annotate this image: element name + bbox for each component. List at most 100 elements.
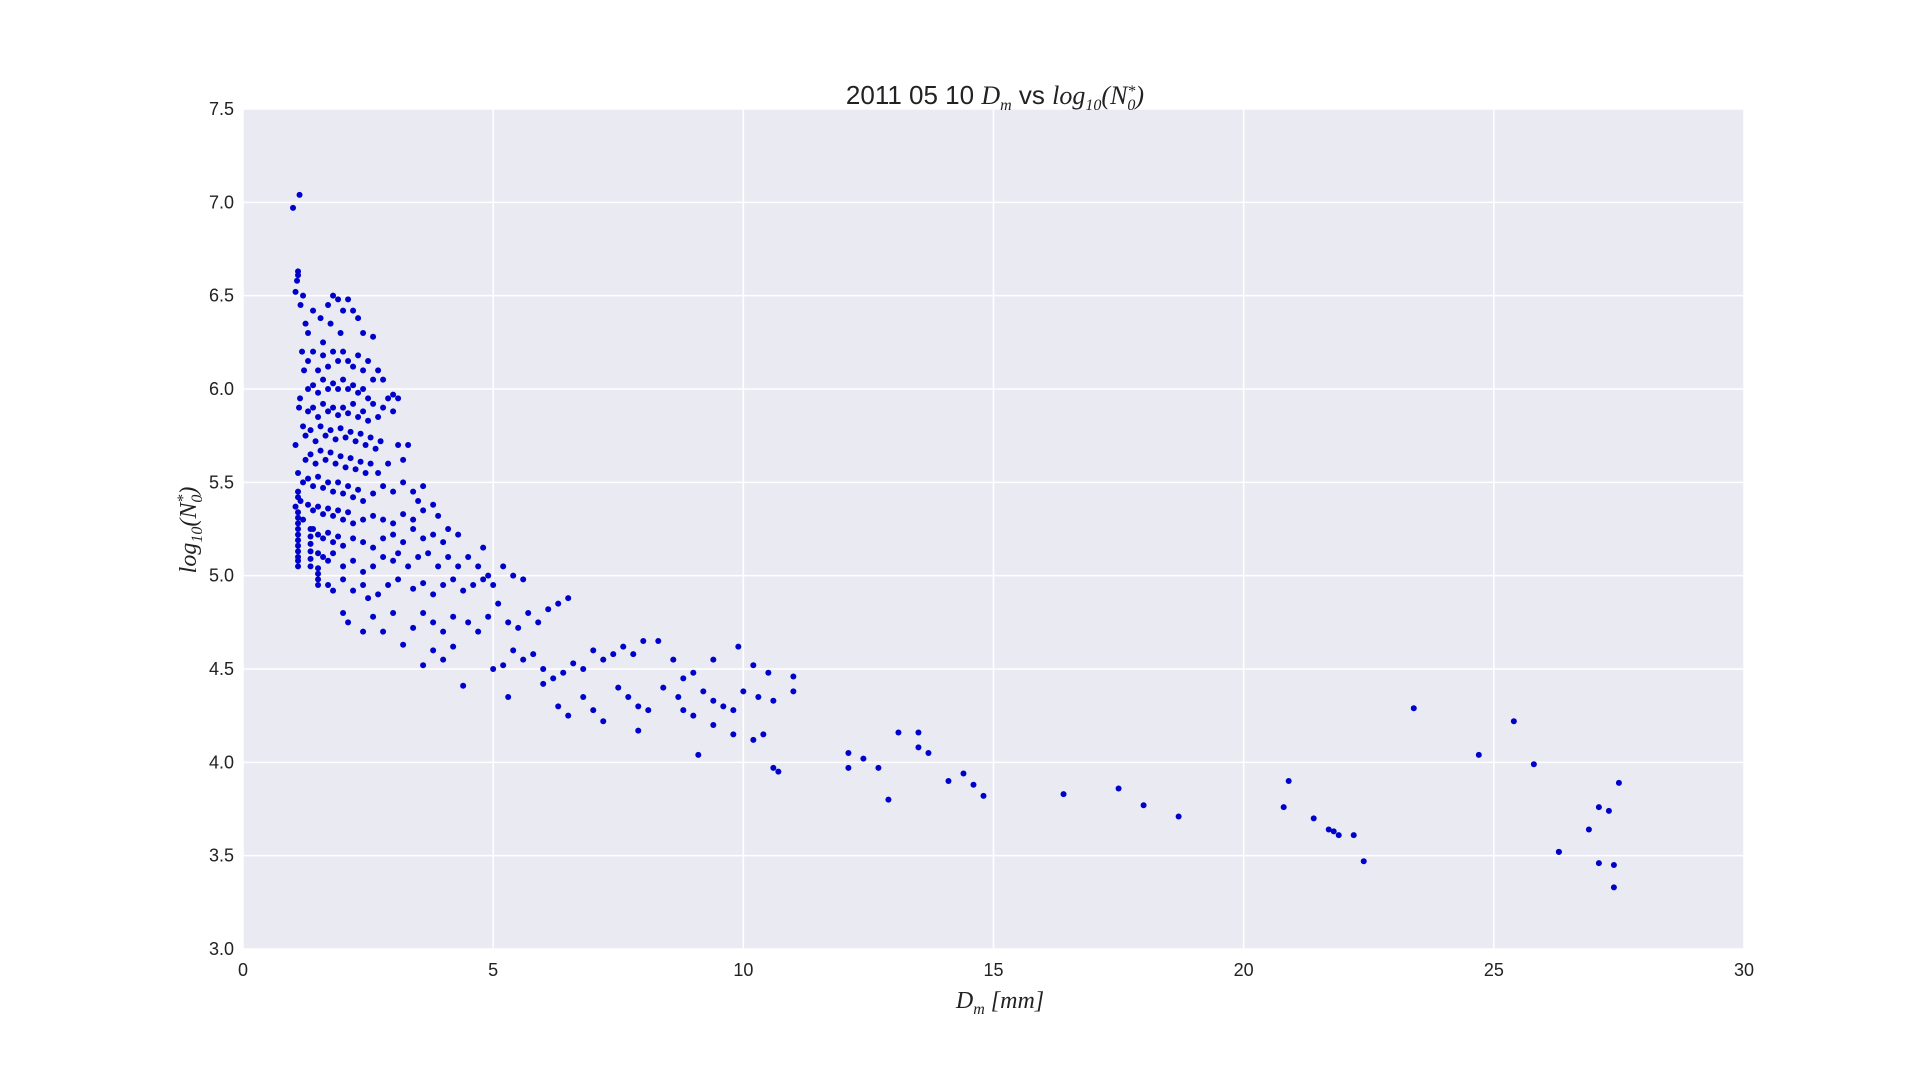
data-point (390, 610, 397, 616)
data-point (305, 386, 312, 392)
data-point (350, 587, 357, 594)
data-point (360, 498, 367, 504)
data-point (295, 542, 302, 549)
data-point (635, 727, 642, 734)
data-point (340, 576, 347, 583)
xlabel-unit: [mm] (991, 988, 1044, 1014)
data-point (345, 386, 352, 392)
data-point (380, 535, 387, 542)
data-point (370, 512, 377, 519)
data-point (415, 554, 422, 560)
data-point (325, 529, 332, 536)
data-point (340, 610, 347, 616)
data-point (960, 770, 967, 777)
data-point (405, 563, 412, 570)
data-point (355, 414, 362, 420)
data-point (332, 436, 339, 443)
data-point (420, 507, 427, 514)
data-point (330, 488, 337, 495)
data-point (1285, 778, 1292, 784)
xlabel-dm: D (955, 988, 973, 1014)
data-point (300, 516, 307, 523)
data-point (335, 507, 342, 514)
data-point (365, 417, 372, 424)
data-point (635, 703, 642, 710)
data-point (347, 428, 354, 435)
data-point (1605, 807, 1612, 814)
data-point (360, 367, 367, 374)
data-point (355, 389, 362, 396)
data-point (320, 535, 327, 542)
data-point (1115, 785, 1122, 792)
data-point (360, 330, 367, 336)
y-tick-label: 7.0 (209, 192, 234, 212)
data-point (1280, 804, 1287, 811)
data-point (335, 533, 342, 540)
data-point (755, 694, 762, 700)
data-point (380, 404, 387, 411)
data-point (320, 554, 327, 560)
data-point (430, 647, 437, 654)
data-point (380, 483, 387, 490)
title-log-sub: 10 (1085, 97, 1101, 114)
data-point (675, 694, 682, 700)
data-point (1175, 813, 1182, 820)
data-point (365, 358, 372, 364)
data-point (580, 666, 587, 672)
data-point (750, 662, 757, 669)
data-point (327, 449, 334, 456)
data-point (590, 707, 597, 714)
data-point (295, 272, 302, 279)
data-point (860, 755, 867, 762)
data-point (372, 445, 379, 452)
ylabel-n-sup: * (175, 495, 192, 503)
data-point (307, 540, 314, 547)
data-point (380, 554, 387, 560)
data-point (300, 479, 307, 486)
data-point (335, 296, 342, 303)
data-point (362, 470, 369, 476)
data-point (367, 434, 374, 441)
data-point (297, 302, 304, 308)
data-point (395, 442, 402, 448)
data-point (1410, 705, 1417, 712)
data-point (560, 669, 567, 676)
data-point (660, 684, 667, 691)
x-axis-label: Dm [mm] (955, 988, 1044, 1018)
data-point (415, 498, 422, 504)
data-point (295, 526, 302, 532)
data-point (450, 613, 457, 620)
data-point (360, 408, 367, 415)
data-point (395, 576, 402, 583)
data-point (345, 296, 352, 303)
data-point (320, 352, 327, 359)
data-point (630, 651, 637, 658)
data-point (299, 348, 306, 355)
chart-title: 2011 05 10 Dm vs log10(N0*) (846, 80, 1144, 114)
data-point (790, 688, 797, 695)
title-dm: D (980, 81, 1000, 110)
data-point (1475, 751, 1482, 758)
data-point (335, 358, 342, 364)
x-tick-label: 10 (733, 960, 753, 980)
data-point (400, 641, 407, 648)
data-point (294, 277, 301, 284)
data-point (580, 694, 587, 700)
data-point (490, 582, 497, 588)
data-point (770, 697, 777, 704)
data-point (370, 400, 377, 407)
data-point (1330, 828, 1337, 835)
data-point (315, 550, 322, 557)
data-point (350, 535, 357, 542)
data-point (845, 750, 852, 756)
data-point (297, 395, 304, 402)
data-point (301, 367, 308, 374)
data-point (690, 669, 697, 676)
data-point (600, 718, 607, 725)
data-point (535, 619, 542, 626)
data-point (310, 307, 317, 314)
data-point (300, 292, 307, 299)
data-point (485, 613, 492, 620)
data-point (420, 535, 427, 542)
data-point (465, 619, 472, 626)
